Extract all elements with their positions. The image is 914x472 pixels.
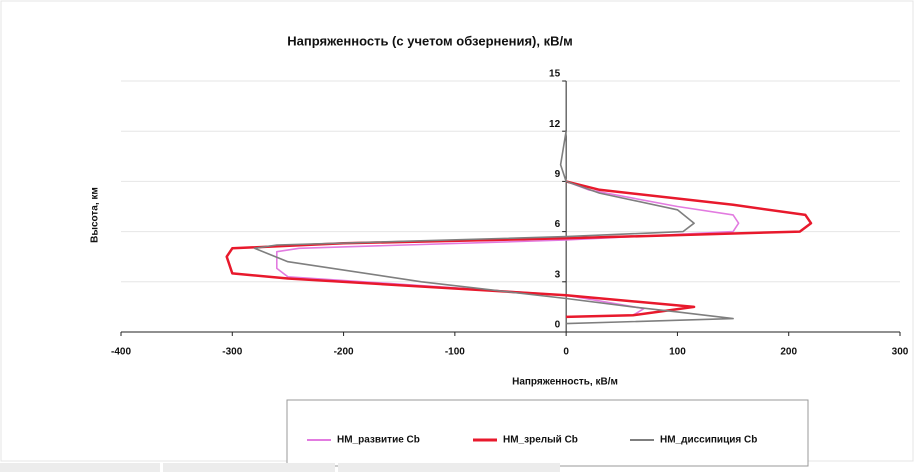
legend-box — [286, 399, 809, 467]
x-tick-label: 300 — [892, 347, 909, 358]
x-axis-label: Напряженность, кВ/м — [512, 377, 618, 388]
x-tick-label: -100 — [445, 347, 465, 358]
tab — [0, 463, 160, 472]
x-tick-label: 200 — [780, 347, 797, 358]
line-series — [253, 131, 734, 325]
y-tick-label: 0 — [555, 320, 561, 331]
y-tick-label: 12 — [549, 119, 561, 130]
y-tick-label: 9 — [555, 169, 561, 180]
line-series — [225, 180, 813, 319]
y-tick-label: 6 — [555, 219, 561, 230]
legend-label: НМ_зрелый Cb — [503, 435, 578, 446]
y-axis-label: Высота, км — [90, 187, 101, 243]
x-tick-label: 100 — [669, 347, 686, 358]
x-tick-label: -300 — [222, 347, 242, 358]
y-tick-label: 15 — [549, 69, 561, 80]
line-series — [276, 180, 740, 318]
chart-frame — [0, 0, 914, 462]
legend-label: НМ_диссипиция Cb — [660, 435, 757, 446]
y-tick-label: 3 — [555, 269, 561, 280]
tab — [338, 463, 560, 472]
chart-title: Напряженность (с учетом обзернения), кВ/… — [287, 33, 572, 48]
x-tick-label: -400 — [111, 347, 131, 358]
x-tick-label: -200 — [334, 347, 354, 358]
legend-label: НМ_развитие Cb — [337, 435, 420, 446]
x-tick-label: 0 — [563, 347, 569, 358]
tab — [163, 463, 335, 472]
